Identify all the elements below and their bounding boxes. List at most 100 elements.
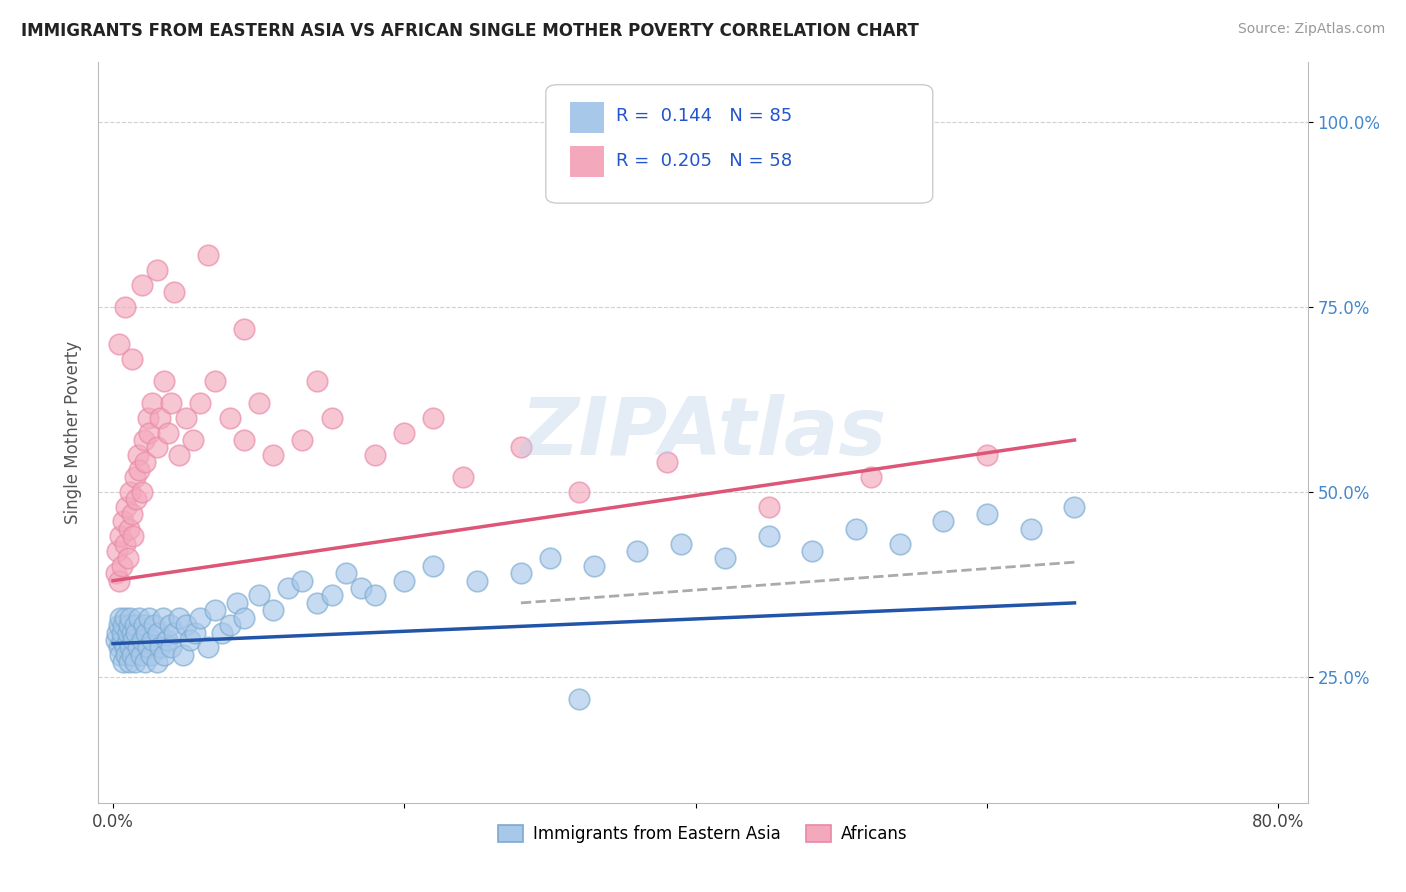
Text: ZIPAtlas: ZIPAtlas <box>520 393 886 472</box>
Point <box>138 610 160 624</box>
Point <box>211 625 233 640</box>
Point <box>111 558 134 573</box>
Point <box>422 558 444 573</box>
Point <box>225 596 247 610</box>
Point <box>118 655 141 669</box>
Point <box>117 551 139 566</box>
Point <box>120 610 142 624</box>
Point <box>132 618 155 632</box>
Point <box>655 455 678 469</box>
Point <box>758 500 780 514</box>
Point <box>364 589 387 603</box>
Point <box>127 448 149 462</box>
Point <box>105 544 128 558</box>
Point <box>141 396 163 410</box>
Point <box>568 484 591 499</box>
Point <box>247 396 270 410</box>
Point <box>394 574 416 588</box>
Point <box>335 566 357 581</box>
Point <box>197 248 219 262</box>
Point <box>153 374 176 388</box>
Point <box>120 484 142 499</box>
Point <box>112 655 135 669</box>
Point <box>131 484 153 499</box>
Point <box>145 441 167 455</box>
Point <box>976 507 998 521</box>
Point <box>124 470 146 484</box>
Point <box>538 551 561 566</box>
Point <box>124 618 146 632</box>
Text: IMMIGRANTS FROM EASTERN ASIA VS AFRICAN SINGLE MOTHER POVERTY CORRELATION CHART: IMMIGRANTS FROM EASTERN ASIA VS AFRICAN … <box>21 22 920 40</box>
Point <box>121 507 143 521</box>
Point <box>321 410 343 425</box>
Point <box>135 625 157 640</box>
Point <box>204 374 226 388</box>
Point <box>122 632 145 647</box>
Point <box>115 648 138 662</box>
Point <box>626 544 648 558</box>
Point <box>120 640 142 655</box>
Point <box>121 351 143 366</box>
Point <box>305 596 328 610</box>
Point <box>801 544 824 558</box>
Point <box>321 589 343 603</box>
Point <box>153 648 176 662</box>
Point <box>114 610 136 624</box>
Point <box>105 625 128 640</box>
Point <box>108 574 131 588</box>
Point <box>163 285 186 299</box>
Point <box>845 522 868 536</box>
Point <box>141 632 163 647</box>
Point <box>149 640 172 655</box>
Point <box>364 448 387 462</box>
Point <box>108 618 131 632</box>
Point <box>1019 522 1042 536</box>
Point <box>128 610 150 624</box>
Point <box>197 640 219 655</box>
Point <box>509 566 531 581</box>
Point <box>121 648 143 662</box>
Point <box>669 536 692 550</box>
Point <box>218 618 240 632</box>
Point <box>976 448 998 462</box>
Point <box>114 640 136 655</box>
Point <box>127 640 149 655</box>
Text: R =  0.205   N = 58: R = 0.205 N = 58 <box>616 152 792 169</box>
Point <box>465 574 488 588</box>
Point <box>172 648 194 662</box>
Point <box>118 618 141 632</box>
FancyBboxPatch shape <box>546 85 932 203</box>
Point <box>932 515 955 529</box>
Point <box>277 581 299 595</box>
Point <box>174 618 197 632</box>
Point <box>204 603 226 617</box>
Point <box>112 515 135 529</box>
Point <box>156 632 179 647</box>
Point <box>134 455 156 469</box>
Point <box>157 425 180 440</box>
Point <box>117 625 139 640</box>
Point <box>145 262 167 277</box>
Point <box>291 574 314 588</box>
Point <box>179 632 201 647</box>
Point <box>233 610 256 624</box>
Point <box>134 655 156 669</box>
Point <box>233 322 256 336</box>
Point <box>110 529 132 543</box>
Point <box>136 410 159 425</box>
Legend: Immigrants from Eastern Asia, Africans: Immigrants from Eastern Asia, Africans <box>492 819 914 850</box>
Point <box>758 529 780 543</box>
Point <box>350 581 373 595</box>
Point <box>112 618 135 632</box>
Point <box>183 625 205 640</box>
Point <box>111 625 134 640</box>
Point <box>131 632 153 647</box>
Point <box>394 425 416 440</box>
Point <box>714 551 737 566</box>
Y-axis label: Single Mother Poverty: Single Mother Poverty <box>63 341 82 524</box>
Point <box>582 558 605 573</box>
Point <box>509 441 531 455</box>
Point <box>125 625 148 640</box>
Point <box>118 522 141 536</box>
Point <box>451 470 474 484</box>
